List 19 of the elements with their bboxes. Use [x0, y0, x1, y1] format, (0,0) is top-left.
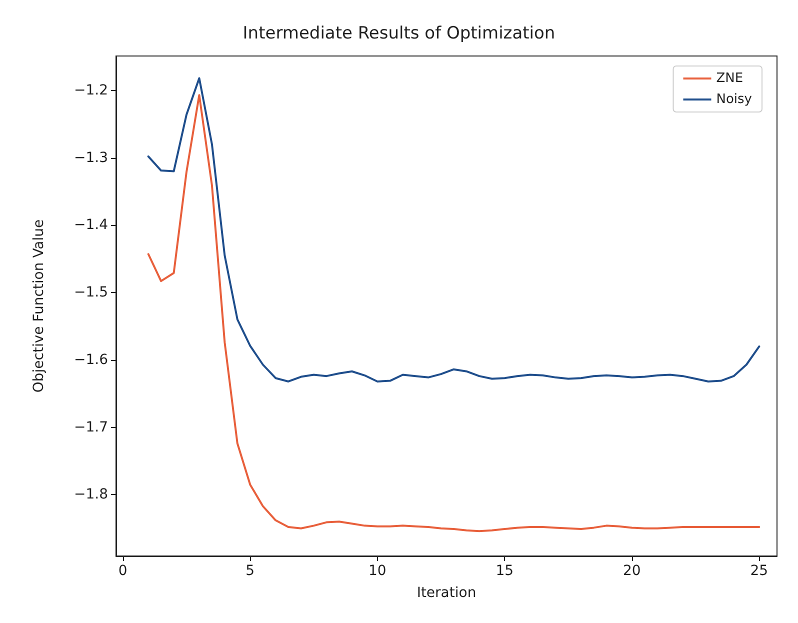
line-series	[147, 94, 760, 532]
y-tick-label: −1.4	[74, 217, 108, 234]
legend-label: ZNE	[716, 71, 744, 86]
y-axis-title: Objective Function Value	[31, 219, 47, 393]
y-tick-label: −1.3	[74, 150, 108, 166]
x-tick-label: 10	[368, 563, 386, 579]
y-tick-label: −1.8	[74, 486, 108, 503]
x-tick-label: 20	[623, 563, 641, 579]
legend-label: Noisy	[716, 92, 752, 107]
chart-title: Intermediate Results of Optimization	[242, 24, 556, 44]
y-tick-label: −1.5	[74, 284, 108, 301]
x-axis-title: Iteration	[416, 585, 476, 601]
y-tick-label: −1.2	[74, 82, 108, 98]
x-tick-label: 15	[496, 563, 514, 579]
x-tick-label: 5	[246, 563, 255, 579]
x-tick-label: 0	[118, 563, 128, 579]
y-tick-label: −1.7	[74, 419, 108, 436]
y-tick-label: −1.6	[74, 352, 108, 368]
x-tick-label: 25	[750, 563, 768, 579]
